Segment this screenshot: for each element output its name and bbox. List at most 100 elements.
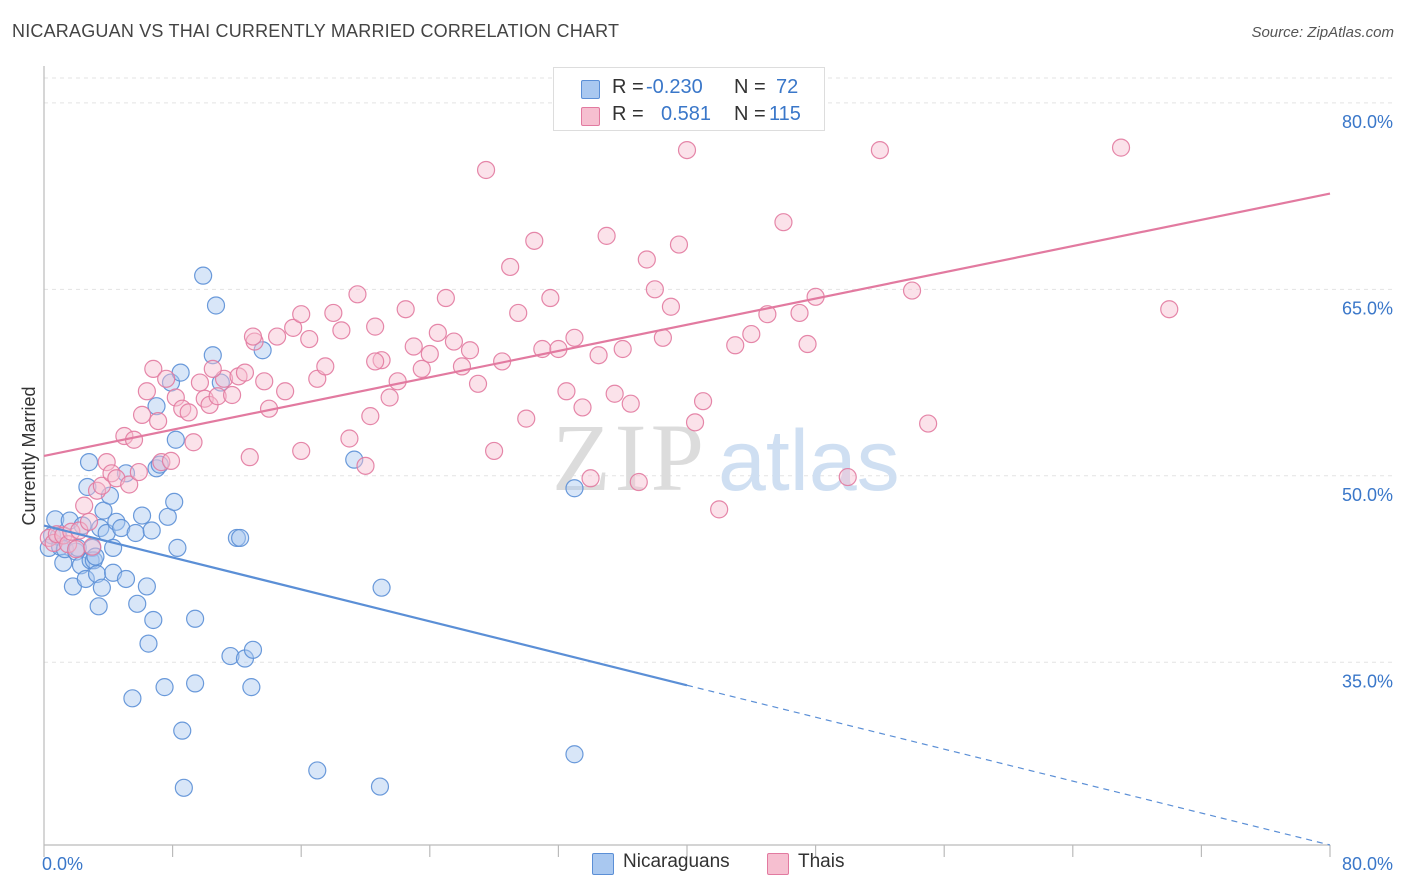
point-nicaraguans bbox=[372, 578, 391, 597]
point-thais bbox=[581, 469, 600, 488]
point-nicaraguans bbox=[206, 296, 226, 315]
point-nicaraguans bbox=[186, 674, 205, 693]
point-nicaraguans bbox=[76, 569, 95, 589]
point-nicaraguans bbox=[231, 528, 250, 548]
point-nicaraguans bbox=[128, 594, 147, 613]
legend-swatch-thais bbox=[581, 107, 600, 126]
point-nicaraguans bbox=[87, 564, 107, 584]
point-thais bbox=[476, 160, 496, 180]
y-tick-label: 80.0% bbox=[1342, 112, 1393, 132]
trend-lines bbox=[43, 192, 1331, 846]
point-thais bbox=[838, 467, 857, 487]
point-thais bbox=[157, 369, 176, 388]
point-thais bbox=[790, 303, 809, 323]
point-nicaraguans bbox=[123, 689, 142, 708]
point-nicaraguans bbox=[565, 745, 584, 764]
point-thais bbox=[685, 413, 705, 432]
point-thais bbox=[340, 429, 359, 448]
point-thais bbox=[420, 344, 439, 364]
legend-swatch bbox=[592, 853, 614, 875]
point-thais bbox=[501, 257, 520, 277]
point-nicaraguans bbox=[166, 430, 185, 449]
point-thais bbox=[129, 462, 148, 482]
point-thais bbox=[255, 372, 274, 391]
point-thais bbox=[902, 281, 922, 300]
point-thais bbox=[87, 481, 107, 500]
point-thais bbox=[629, 472, 648, 492]
point-thais bbox=[509, 303, 528, 323]
y-tick-label: 65.0% bbox=[1342, 298, 1393, 318]
trend-line-nicaraguans bbox=[43, 524, 688, 687]
point-nicaraguans bbox=[79, 453, 99, 472]
point-thais bbox=[613, 339, 632, 359]
point-thais bbox=[428, 323, 447, 342]
point-thais bbox=[276, 382, 295, 401]
legend-row-nicaraguans: R = -0.230 N = 72 bbox=[554, 76, 824, 102]
legend-label: Thais bbox=[798, 851, 845, 872]
r-value: -0.230 bbox=[646, 76, 703, 98]
point-thais bbox=[240, 448, 259, 467]
point-thais bbox=[132, 405, 152, 424]
point-thais bbox=[284, 318, 303, 337]
n-value: 115 bbox=[769, 103, 801, 125]
point-nicaraguans bbox=[139, 634, 158, 653]
point-nicaraguans bbox=[345, 450, 364, 469]
point-thais bbox=[774, 213, 793, 232]
point-thais bbox=[235, 363, 255, 382]
r-value: 0.581 bbox=[661, 103, 712, 125]
n-label: N = bbox=[734, 103, 766, 125]
watermark-zip: ZIP bbox=[552, 404, 708, 511]
point-thais bbox=[870, 141, 890, 160]
point-thais bbox=[120, 475, 139, 494]
point-thais bbox=[597, 226, 616, 245]
point-thais bbox=[412, 359, 431, 378]
point-nicaraguans bbox=[112, 518, 131, 538]
point-thais bbox=[726, 336, 745, 355]
correlation-legend: R = -0.230 N = 72 R = 0.581 N = 115 bbox=[553, 67, 825, 131]
watermark: ZIP atlas bbox=[552, 404, 900, 511]
point-thais bbox=[137, 382, 156, 401]
point-nicaraguans bbox=[243, 640, 263, 659]
point-nicaraguans bbox=[89, 597, 108, 616]
point-thais bbox=[366, 352, 385, 371]
point-thais bbox=[436, 288, 455, 308]
point-nicaraguans bbox=[174, 778, 193, 797]
point-thais bbox=[460, 341, 480, 360]
point-nicaraguans bbox=[126, 523, 145, 543]
point-thais bbox=[693, 392, 713, 411]
point-thais bbox=[184, 433, 203, 452]
r-label: R = bbox=[612, 103, 644, 125]
point-nicaraguans bbox=[132, 506, 152, 525]
point-nicaraguans bbox=[173, 721, 192, 740]
point-nicaraguans bbox=[107, 512, 126, 531]
point-nicaraguans bbox=[92, 578, 111, 597]
point-thais bbox=[208, 387, 227, 406]
point-thais bbox=[356, 456, 375, 475]
point-thais bbox=[798, 334, 817, 354]
point-thais bbox=[152, 453, 171, 472]
point-nicaraguans bbox=[144, 610, 163, 630]
point-nicaraguans bbox=[203, 346, 222, 365]
point-nicaraguans bbox=[242, 678, 261, 697]
point-thais bbox=[292, 305, 311, 324]
point-thais bbox=[444, 332, 464, 351]
point-thais bbox=[300, 329, 319, 349]
point-thais bbox=[485, 441, 504, 461]
point-thais bbox=[92, 476, 111, 495]
point-thais bbox=[589, 346, 608, 365]
point-thais bbox=[67, 540, 86, 559]
point-thais bbox=[166, 388, 185, 407]
n-value: 72 bbox=[776, 76, 799, 98]
point-thais bbox=[541, 288, 560, 308]
point-thais bbox=[222, 385, 242, 405]
r-label: R = bbox=[612, 76, 644, 98]
point-thais bbox=[316, 357, 335, 376]
point-nicaraguans bbox=[155, 678, 174, 697]
legend-swatch bbox=[767, 853, 789, 875]
point-thais bbox=[144, 359, 163, 378]
chart-title: NICARAGUAN VS THAI CURRENTLY MARRIED COR… bbox=[12, 21, 620, 41]
y-tick-label: 50.0% bbox=[1342, 485, 1393, 505]
point-thais bbox=[190, 373, 210, 392]
x-tick-label-min: 0.0% bbox=[42, 854, 83, 874]
